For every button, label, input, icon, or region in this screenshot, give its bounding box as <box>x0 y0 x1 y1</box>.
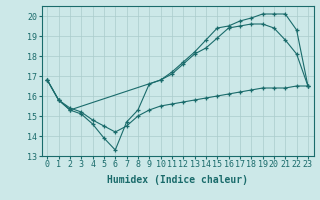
X-axis label: Humidex (Indice chaleur): Humidex (Indice chaleur) <box>107 175 248 185</box>
